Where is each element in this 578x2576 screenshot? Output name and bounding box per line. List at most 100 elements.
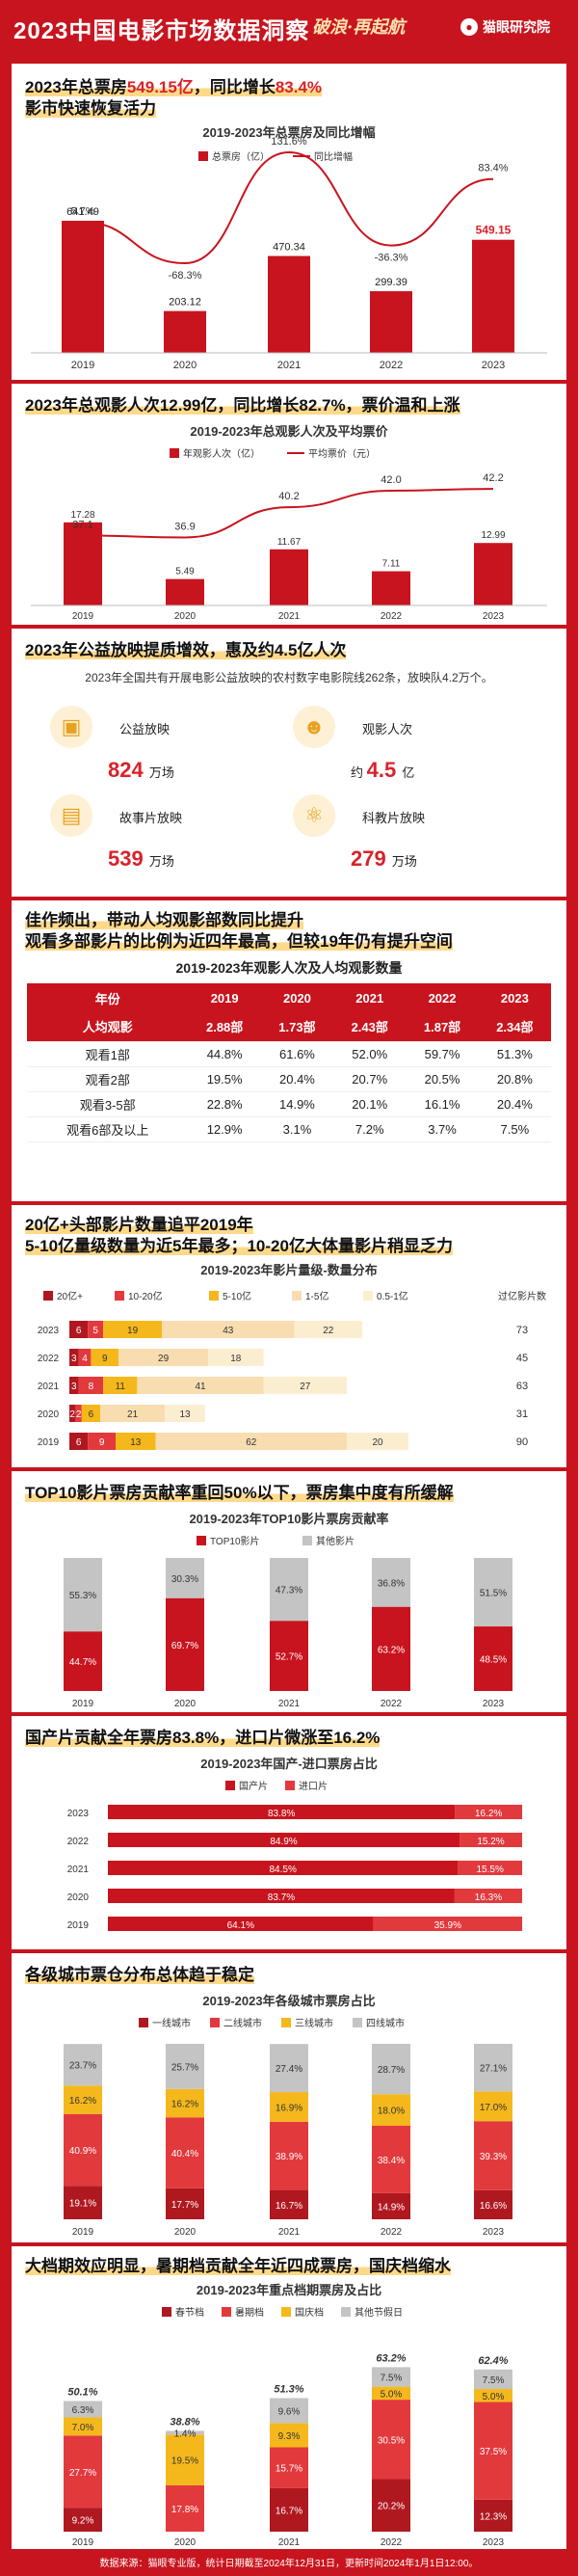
chart-title: 2019-2023年影片量级-数量分布 xyxy=(200,1263,378,1277)
segment xyxy=(372,2400,410,2480)
header: 2023中国电影市场数据洞察 破浪·再起航 ● 猫眼研究院 xyxy=(0,0,578,58)
segment-value: 69.7% xyxy=(171,1641,198,1651)
page-title: 2023中国电影市场数据洞察 xyxy=(13,18,310,44)
table-header-cell: 2019 xyxy=(188,983,261,1012)
panel-admissions: 2023年总观影人次12.99亿，同比增长82.7%，票价温和上涨 2019-2… xyxy=(12,384,566,625)
y-tick: 2021 xyxy=(67,1865,90,1875)
segment xyxy=(474,2091,512,2122)
table-cell: 人均观影 xyxy=(27,1012,189,1042)
segment xyxy=(372,2367,410,2387)
legend-label: 5-10亿 xyxy=(223,1290,251,1302)
panel-box-office: 2023年总票房549.15亿，同比增长83.4% 影市快速恢复活力 2019-… xyxy=(12,64,566,380)
segment-domestic xyxy=(108,1889,455,1903)
segment xyxy=(270,2398,308,2424)
segment-value: 11 xyxy=(116,1382,126,1392)
segment-value: 17.7% xyxy=(171,2200,198,2211)
segment xyxy=(270,2423,308,2448)
legend-label: TOP10影片 xyxy=(210,1535,260,1547)
segment xyxy=(81,1405,100,1422)
segment-value: 55.3% xyxy=(69,1591,96,1601)
stat-unit: 万场 xyxy=(148,765,174,780)
segment-value: 16.2% xyxy=(475,1809,502,1819)
table-cell: 61.6% xyxy=(260,1041,334,1067)
stat-unit: 万场 xyxy=(148,854,174,869)
table-cell: 观看6部及以上 xyxy=(27,1116,189,1142)
bar-value: 11.67 xyxy=(277,537,302,548)
segment-value: 41 xyxy=(195,1382,206,1392)
table-header-cell: 2021 xyxy=(333,983,407,1012)
segment-value: 12.3% xyxy=(480,2511,507,2522)
segment-other xyxy=(270,1558,308,1622)
total-value: 45 xyxy=(516,1353,528,1364)
x-tick: 2019 xyxy=(72,1699,94,1709)
segment xyxy=(166,2187,204,2219)
table-cell: 51.3% xyxy=(478,1041,551,1067)
x-tick: 2021 xyxy=(278,611,301,622)
segment xyxy=(75,1405,82,1422)
segment xyxy=(166,2484,204,2532)
segment xyxy=(137,1377,264,1394)
stat-label: 故事片放映 xyxy=(119,811,183,825)
segment xyxy=(166,2434,204,2485)
legend-label: 进口片 xyxy=(299,1780,328,1792)
table-header-cell: 年份 xyxy=(27,983,189,1012)
stat-number: 4.5 xyxy=(366,758,403,782)
segment-value: 40.9% xyxy=(69,2146,96,2157)
segment-value: 62 xyxy=(246,1437,257,1448)
total-value: 73 xyxy=(516,1325,528,1336)
stat-prefix: 约 xyxy=(351,765,367,780)
legend-label: 国产片 xyxy=(239,1780,268,1792)
segment-other xyxy=(372,1558,410,1607)
legend-swatch xyxy=(302,1536,312,1545)
section-heading-public: 2023年公益放映提质增效，惠及约4.5亿人次 xyxy=(25,641,347,659)
segment xyxy=(100,1405,166,1422)
segment xyxy=(118,1349,208,1366)
stat-value: 539 万场 xyxy=(108,846,174,872)
table-cell: 3.1% xyxy=(260,1116,334,1142)
segment-value: 5 xyxy=(92,1326,98,1336)
segment-value: 30.3% xyxy=(171,1574,198,1585)
segment-value: 16.7% xyxy=(276,2201,302,2212)
total-value: 90 xyxy=(516,1436,528,1448)
segment-value: 19 xyxy=(127,1326,139,1336)
segment xyxy=(88,1321,104,1338)
segment-value: 17.8% xyxy=(171,2505,198,2515)
x-tick: 2021 xyxy=(278,1699,301,1709)
legend-swatch xyxy=(43,1291,53,1301)
table-cell: 观看3-5部 xyxy=(27,1091,189,1117)
legend-swatch xyxy=(285,1781,295,1790)
segment xyxy=(64,2113,102,2187)
stat-value: 279 万场 xyxy=(351,846,417,872)
segment-top10 xyxy=(270,1621,308,1691)
segment xyxy=(372,2125,410,2193)
segment xyxy=(64,2417,102,2436)
people-icon: ☻ xyxy=(293,706,335,748)
segment xyxy=(263,1377,347,1394)
legend-label: 其他节假日 xyxy=(355,2306,403,2319)
segment-value: 16.2% xyxy=(69,2096,96,2106)
price-line xyxy=(82,488,494,539)
segment-value: 30.5% xyxy=(378,2435,405,2446)
legend-swatch xyxy=(162,2307,171,2317)
table-cell: 观看2部 xyxy=(27,1066,189,1092)
segment-value: 9.6% xyxy=(278,2406,301,2417)
segment xyxy=(116,1433,156,1450)
panel-holiday: 大档期效应明显，暑期档贡献全年近四成票房，国庆档缩水 2019-2023年重点档… xyxy=(12,2246,566,2549)
stat-number: 539 xyxy=(108,846,149,871)
x-tick: 2022 xyxy=(381,611,403,622)
segment-value: 44.7% xyxy=(69,1657,96,1668)
segment-import xyxy=(460,1833,522,1847)
segment-value: 4 xyxy=(82,1354,88,1364)
segment xyxy=(166,2430,204,2435)
bar-value: 203.12 xyxy=(169,297,201,309)
segment-value: 9.2% xyxy=(72,2516,94,2527)
yoy-label: 5.7% xyxy=(70,205,94,217)
segment xyxy=(294,1321,362,1338)
segment-value: 8 xyxy=(89,1382,94,1392)
panel-public-screening: 2023年公益放映提质增效，惠及约4.5亿人次 2023年全国共有开展电影公益放… xyxy=(12,629,566,897)
table-cell: 20.8% xyxy=(478,1066,551,1092)
legend-swatch xyxy=(210,2018,220,2027)
total-value: 31 xyxy=(516,1409,528,1420)
segment-import xyxy=(458,1861,522,1875)
